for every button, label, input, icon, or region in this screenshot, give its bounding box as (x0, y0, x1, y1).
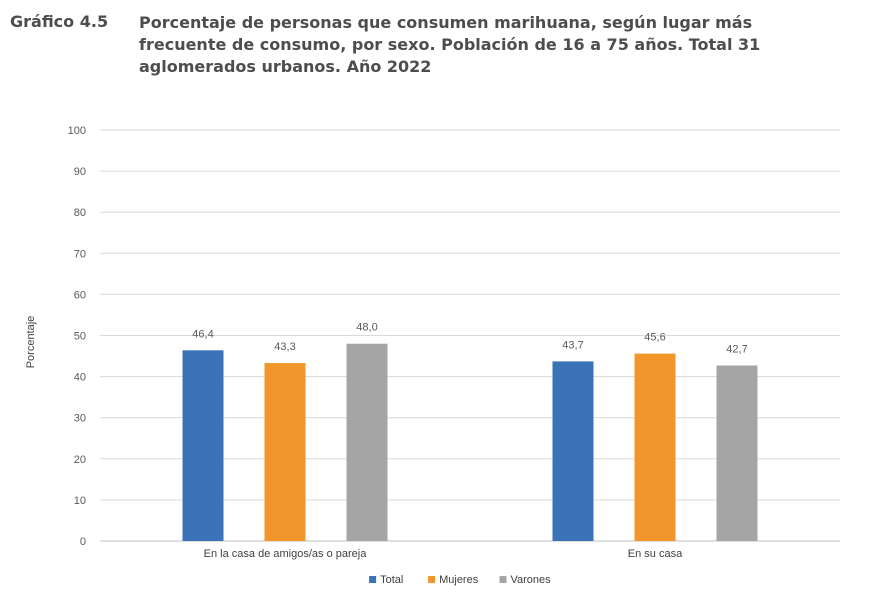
data-label: 45,6 (644, 332, 665, 344)
category-labels: En la casa de amigos/as o pareja En su ca… (204, 548, 683, 560)
bar-varones (716, 365, 758, 541)
y-tick-label: 30 (74, 413, 86, 425)
y-axis-ticks: 0 10 20 30 40 50 60 70 80 90 100 (68, 125, 86, 548)
y-tick-label: 80 (74, 207, 86, 219)
y-tick-label: 60 (74, 289, 86, 301)
legend-label: Varones (511, 574, 552, 586)
legend-swatch-total (369, 576, 377, 583)
bar-total (182, 350, 224, 541)
legend-label: Mujeres (439, 574, 479, 586)
y-tick-label: 50 (74, 331, 86, 343)
category-label: En su casa (628, 548, 683, 560)
bar-mujeres (264, 363, 306, 541)
data-label: 43,3 (274, 341, 295, 353)
bar-mujeres (634, 353, 676, 541)
chart-number: Gráfico 4.5 (10, 12, 109, 31)
data-labels: 46,4 43,3 48,0 43,7 45,6 42,7 (192, 322, 747, 356)
legend-swatch-varones (499, 576, 507, 583)
y-tick-label: 20 (74, 454, 86, 466)
legend: Total Mujeres Varones (369, 574, 551, 586)
y-tick-label: 0 (80, 536, 86, 548)
legend-swatch-mujeres (428, 576, 436, 583)
data-label: 43,7 (562, 339, 583, 351)
y-tick-label: 10 (74, 495, 86, 507)
y-tick-label: 90 (74, 166, 86, 178)
y-tick-label: 40 (74, 372, 86, 384)
bars (182, 343, 758, 541)
chart-title: Porcentaje de personas que consumen mari… (139, 13, 761, 76)
bar-total (552, 361, 594, 541)
data-label: 46,4 (192, 328, 213, 340)
category-label: En la casa de amigos/as o pareja (204, 548, 368, 560)
data-label: 42,7 (726, 344, 747, 356)
bar-varones (346, 343, 388, 541)
legend-label: Total (380, 574, 403, 586)
y-tick-label: 70 (74, 248, 86, 260)
y-axis-label: Porcentaje (25, 316, 37, 369)
y-tick-label: 100 (68, 125, 86, 137)
data-label: 48,0 (356, 322, 377, 334)
